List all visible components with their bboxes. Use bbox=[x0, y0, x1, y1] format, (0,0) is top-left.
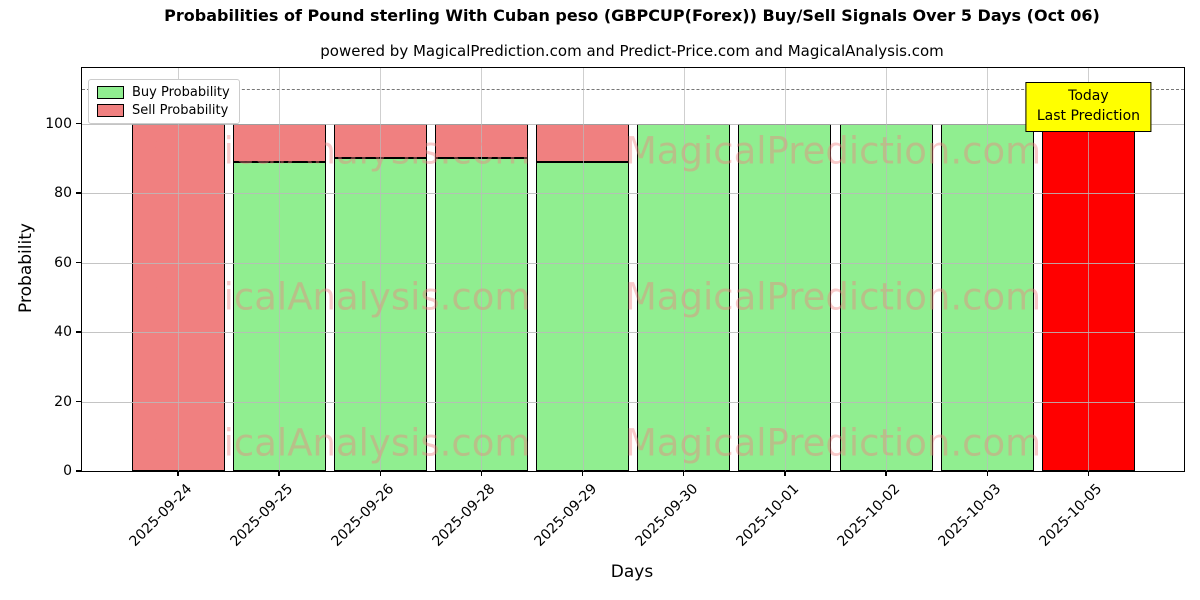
x-tick-label: 2025-09-26 bbox=[328, 481, 398, 550]
y-gridline bbox=[82, 193, 1184, 195]
y-gridline bbox=[82, 401, 1184, 403]
y-tick-label: 60 bbox=[54, 254, 72, 271]
x-tick-mark bbox=[683, 471, 685, 476]
watermark-text: MagicalPrediction.com bbox=[624, 129, 1042, 173]
x-gridline bbox=[784, 68, 786, 471]
y-tick-mark bbox=[76, 261, 81, 264]
y-tick-mark bbox=[76, 470, 81, 472]
x-gridline bbox=[380, 68, 382, 471]
y-gridline bbox=[82, 262, 1184, 264]
annotation-line2: Last Prediction bbox=[1036, 108, 1141, 125]
x-tick-mark bbox=[177, 471, 179, 476]
today-annotation: Today Last Prediction bbox=[1025, 82, 1152, 132]
x-tick-label: 2025-10-05 bbox=[1036, 481, 1106, 550]
legend-sell-label: Sell Probability bbox=[132, 103, 229, 118]
y-tick-label: 100 bbox=[45, 115, 72, 132]
x-tick-mark bbox=[581, 471, 584, 476]
legend-buy-label: Buy Probability bbox=[132, 85, 230, 100]
x-tick-label: 2025-10-03 bbox=[935, 481, 1005, 550]
plot-area: Buy Probability Sell Probability Today L… bbox=[45, 67, 1185, 550]
y-tick-mark bbox=[76, 122, 81, 125]
x-gridline bbox=[582, 68, 584, 471]
legend: Buy Probability Sell Probability bbox=[88, 79, 240, 124]
y-gridline bbox=[82, 332, 1184, 334]
y-tick-label: 40 bbox=[54, 324, 72, 341]
x-gridline bbox=[279, 68, 281, 471]
x-tick-mark bbox=[379, 471, 381, 476]
x-tick-label: 2025-10-01 bbox=[733, 481, 803, 550]
x-tick-mark bbox=[480, 471, 483, 476]
y-axis-label: Probability bbox=[16, 223, 36, 313]
x-tick-mark bbox=[278, 471, 280, 476]
chart-title: Probabilities of Pound sterling With Cub… bbox=[164, 6, 1100, 25]
x-tick-label: 2025-09-29 bbox=[531, 481, 600, 550]
x-tick-label: 2025-09-30 bbox=[632, 481, 702, 550]
annotation-line1: Today bbox=[1068, 88, 1109, 104]
x-tick-mark bbox=[986, 471, 988, 476]
y-tick-label: 0 bbox=[63, 463, 72, 479]
x-tick-mark bbox=[784, 471, 786, 476]
x-tick-mark bbox=[885, 471, 887, 476]
y-tick-mark bbox=[76, 331, 81, 333]
legend-item-sell: Sell Probability bbox=[97, 104, 230, 117]
x-tick-mark bbox=[1087, 471, 1090, 476]
watermark-text: MagicalPrediction.com bbox=[624, 275, 1042, 319]
buy-swatch-icon bbox=[97, 86, 124, 99]
chart-subtitle: powered by MagicalPrediction.com and Pre… bbox=[320, 42, 944, 60]
y-tick-mark bbox=[76, 400, 81, 403]
x-tick-label: 2025-09-24 bbox=[126, 481, 196, 550]
x-gridline bbox=[886, 68, 888, 471]
x-gridline bbox=[481, 68, 483, 471]
x-tick-label: 2025-09-28 bbox=[429, 481, 499, 550]
y-tick-label: 80 bbox=[54, 185, 72, 202]
legend-item-buy: Buy Probability bbox=[97, 86, 230, 99]
y-gridline bbox=[82, 123, 1184, 125]
x-axis-label: Days bbox=[610, 562, 654, 582]
x-gridline bbox=[683, 68, 685, 471]
y-tick-label: 20 bbox=[54, 393, 72, 410]
sell-swatch-icon bbox=[97, 104, 124, 117]
watermark-text: MagicalAnalysis.com bbox=[145, 129, 531, 173]
x-tick-label: 2025-10-02 bbox=[834, 481, 904, 550]
watermark-text: MagicalAnalysis.com bbox=[145, 421, 531, 465]
y-tick-mark bbox=[76, 192, 81, 194]
today-dashed-line bbox=[82, 88, 1184, 90]
watermark-text: MagicalPrediction.com bbox=[624, 421, 1042, 465]
x-tick-label: 2025-09-25 bbox=[227, 481, 297, 550]
x-gridline bbox=[1088, 68, 1090, 471]
x-gridline bbox=[987, 68, 989, 471]
watermark-text: MagicalAnalysis.com bbox=[145, 275, 531, 319]
x-gridline bbox=[178, 68, 179, 471]
